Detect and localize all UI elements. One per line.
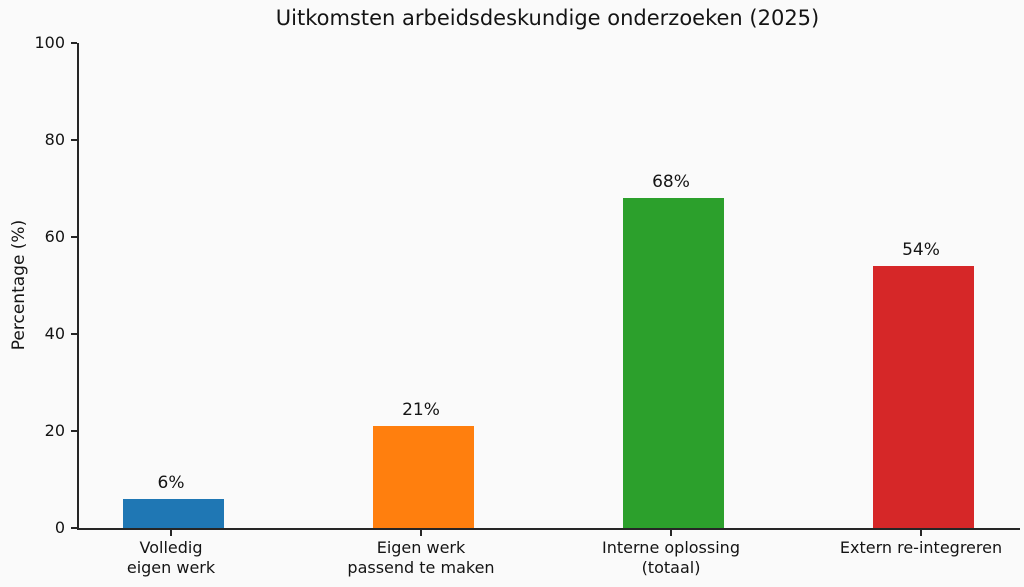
y-tick-mark	[71, 430, 77, 432]
y-tick-label: 80	[44, 130, 65, 149]
bar-value-label: 6%	[157, 472, 185, 493]
x-tick-label: Extern re-integreren	[839, 538, 1003, 557]
bar-1	[122, 498, 224, 528]
y-tick-label: 60	[44, 227, 65, 246]
x-tick-mark	[920, 530, 922, 536]
x-tick-mark	[670, 530, 672, 536]
x-tick-label: Eigen werk passend te maken	[347, 538, 495, 577]
bar-4	[872, 266, 974, 528]
x-tick-label: Volledig eigen werk	[126, 538, 216, 577]
y-tick-label: 20	[44, 421, 65, 440]
y-tick-label: 100	[34, 33, 65, 52]
y-tick-mark	[71, 333, 77, 335]
y-tick-label: 0	[54, 518, 65, 537]
y-tick-mark	[71, 139, 77, 141]
bar-value-label: 54%	[902, 240, 940, 261]
bar-3	[622, 198, 724, 528]
chart-title: Uitkomsten arbeidsdeskundige onderzoeken…	[275, 6, 820, 30]
y-tick-mark	[71, 527, 77, 529]
bar-value-label: 68%	[652, 172, 690, 193]
bar-value-label: 21%	[402, 400, 440, 421]
y-tick-mark	[71, 42, 77, 44]
plot-area	[77, 43, 1020, 530]
bar-2	[372, 426, 474, 528]
y-tick-mark	[71, 236, 77, 238]
y-tick-label: 40	[44, 324, 65, 343]
x-tick-mark	[420, 530, 422, 536]
x-tick-mark	[170, 530, 172, 536]
x-tick-label: Interne oplossing (totaal)	[602, 538, 740, 577]
